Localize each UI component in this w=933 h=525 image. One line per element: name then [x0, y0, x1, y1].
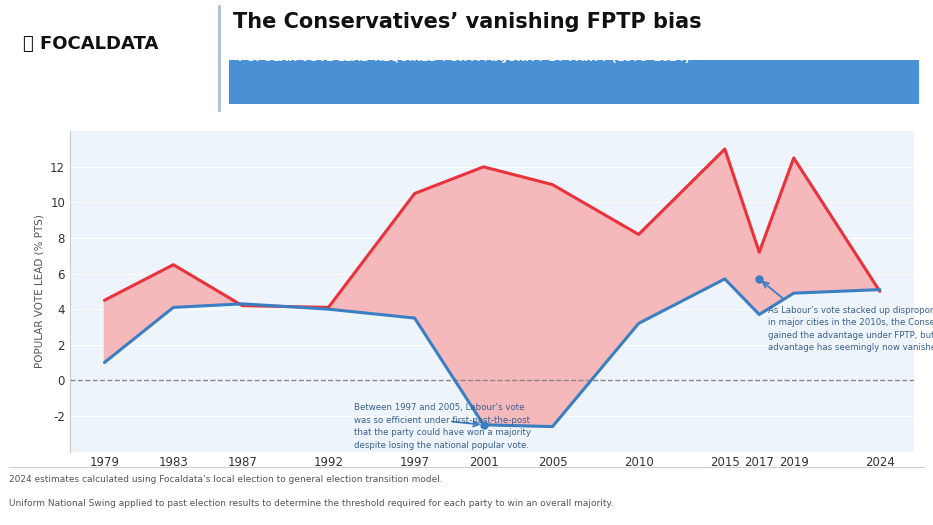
Y-axis label: POPULAR VOTE LEAD (% PTS): POPULAR VOTE LEAD (% PTS) [35, 214, 45, 369]
Text: ⬛ FOCALDATA: ⬛ FOCALDATA [23, 35, 159, 52]
Text: As Labour’s vote stacked up disproportionately
in major cities in the 2010s, the: As Labour’s vote stacked up disproportio… [768, 306, 933, 352]
Text: Uniform National Swing applied to past election results to determine the thresho: Uniform National Swing applied to past e… [9, 499, 614, 508]
FancyBboxPatch shape [229, 60, 919, 104]
Text: 2024 estimates calculated using Focaldata’s local election to general election t: 2024 estimates calculated using Focaldat… [9, 475, 443, 484]
Text: POPULAR VOTE LEAD REQUIRED FOR A MAJORITY BY PARTY (1979–2024): POPULAR VOTE LEAD REQUIRED FOR A MAJORIT… [238, 52, 689, 63]
Text: Between 1997 and 2005, Labour’s vote
was so efficient under first-past-the-post
: Between 1997 and 2005, Labour’s vote was… [355, 403, 531, 450]
Text: The Conservatives’ vanishing FPTP bias: The Conservatives’ vanishing FPTP bias [233, 12, 702, 32]
Text: F│: F│ [865, 490, 884, 508]
